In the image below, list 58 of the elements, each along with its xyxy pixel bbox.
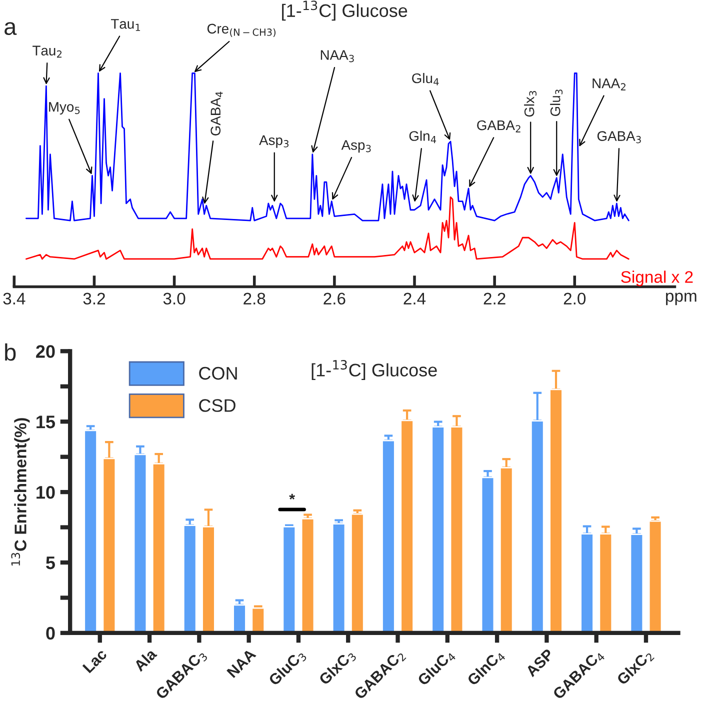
annotation: Asp$_{3}$ — [341, 140, 371, 153]
x-tick-label: Lac — [82, 648, 108, 674]
x-tick-label: 3.4 — [3, 292, 26, 305]
bar — [182, 524, 197, 633]
x-tick-label: Ala — [132, 647, 158, 672]
annotation: Glx$_{3}$ — [524, 90, 537, 117]
x-tick-label: 2.2 — [484, 292, 506, 304]
bar — [332, 523, 346, 633]
annotation: Glu$_{4}$ — [412, 72, 439, 86]
annotation: Myo$_{5}$ — [49, 102, 80, 115]
annotation: GABA$_{4}$ — [210, 92, 223, 136]
y-tick-label: 5 — [46, 556, 56, 570]
annotation: GABA$_{3}$ — [597, 131, 641, 144]
bar — [300, 518, 315, 633]
text: [1-$^{13}$C] Glucose — [312, 360, 437, 380]
x-tick-label: 3.0 — [163, 292, 186, 305]
x-axis-title: ppm — [666, 292, 696, 306]
annotation: * — [289, 494, 296, 500]
x-tick-label: GluC$_{4}$ — [416, 648, 456, 688]
x-tick-label: GlnC$_{4}$ — [466, 648, 506, 688]
x-tick-label: 2.8 — [244, 292, 266, 305]
annotation: GABA$_{2}$ — [477, 120, 520, 132]
text: b — [5, 343, 16, 361]
chart-title: [1-$^{13}$C] Glucose — [282, 0, 408, 21]
x-tick-label: GABAC$_{4}$ — [552, 648, 606, 702]
text: a — [4, 22, 17, 36]
series-label: Signal x 2 — [621, 270, 693, 286]
x-tick-label: 2.6 — [324, 292, 346, 305]
x-tick-label: GlxC$_{2}$ — [616, 648, 654, 688]
x-tick-label: 2.0 — [564, 292, 586, 305]
annotation: NAA$_{3}$ — [320, 50, 354, 62]
annotation: Glu$_{3}$ — [550, 90, 563, 116]
bar — [251, 607, 266, 633]
bar — [431, 426, 445, 633]
legend-label: CSD — [199, 399, 236, 412]
bar — [232, 604, 246, 633]
annotation: NAA$_{2}$ — [592, 78, 626, 90]
annotation: Asp$_{3}$ — [259, 135, 289, 148]
annotation: Tau$_{2}$ — [32, 46, 62, 58]
y-tick-label: 10 — [36, 486, 55, 499]
annotation: Gln$_{4}$ — [409, 130, 436, 144]
annotation: Cre$_{(N−CH3)}$ — [207, 24, 276, 38]
bar — [350, 513, 364, 633]
bar — [630, 534, 644, 633]
x-tick-label: GlxC$_{3}$ — [318, 648, 357, 688]
y-tick-label: 15 — [36, 416, 56, 428]
x-tick-label: 3.2 — [83, 292, 105, 305]
bar — [382, 440, 396, 633]
x-tick-label: GluC$_{3}$ — [268, 648, 308, 688]
annotation: Tau$_{1}$ — [110, 19, 140, 31]
x-tick-label: 2.4 — [404, 292, 426, 304]
y-tick-label: 20 — [36, 345, 55, 358]
legend-label: CON — [199, 366, 237, 380]
y-axis-title: $^{13}$C Enrichment(%) — [11, 418, 30, 566]
bar — [84, 430, 98, 633]
y-tick-label: 0 — [46, 626, 55, 640]
bar — [648, 520, 662, 633]
bar — [282, 526, 296, 633]
